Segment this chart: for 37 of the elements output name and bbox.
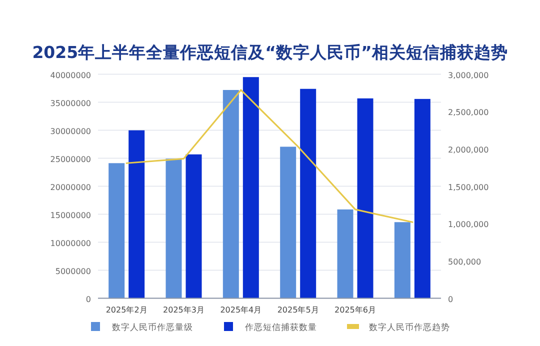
bar xyxy=(222,90,239,298)
bar xyxy=(108,163,125,298)
bar xyxy=(280,146,296,298)
y2-tick-label: 2,500,000 xyxy=(448,108,489,118)
y-tick-label: 10000000 xyxy=(50,238,91,248)
y2-tick-label: 500,000 xyxy=(448,257,482,266)
y-tick-label: 30000000 xyxy=(50,126,91,136)
y2-tick-label: 2,000,000 xyxy=(448,145,489,154)
y-tick-label: 15000000 xyxy=(50,210,91,220)
bar xyxy=(337,209,354,298)
legend-label: 数字人民币作恶量级 xyxy=(112,322,193,333)
legend-label: 数字人民币作恶趋势 xyxy=(369,322,450,333)
x-tick-label: 2025年3月 xyxy=(163,305,204,314)
x-tick-label: 2025年2月 xyxy=(106,305,148,314)
y2-tick-label: 3,000,000 xyxy=(448,70,489,80)
x-tick-label: 2025年4月 xyxy=(220,305,262,314)
bar xyxy=(242,77,259,298)
y-tick-label: 35000000 xyxy=(50,98,91,108)
bar xyxy=(414,98,430,298)
bar xyxy=(166,158,182,298)
y2-tick-label: 0 xyxy=(448,294,454,304)
bar xyxy=(357,98,374,298)
bar xyxy=(300,88,316,298)
x-tick-label: 2025年6月 xyxy=(334,305,376,314)
y-tick-label: 5000000 xyxy=(55,266,91,276)
y-tick-label: 20000000 xyxy=(50,182,91,192)
y2-tick-label: 1,500,000 xyxy=(448,182,489,192)
bar xyxy=(186,154,202,298)
y-tick-label: 0 xyxy=(86,294,91,304)
y2-tick-label: 1,000,000 xyxy=(448,220,489,230)
y-tick-label: 25000000 xyxy=(50,154,91,164)
bar xyxy=(128,130,145,298)
bar xyxy=(394,222,410,298)
legend-label: 作恶短信捕获数量 xyxy=(244,322,317,333)
x-tick-label: 2025年5月 xyxy=(277,305,319,314)
y-tick-label: 40000000 xyxy=(50,70,91,80)
chart-title: 2025年上半年全量作恶短信及“数字人民币”相关短信捕获趋势 xyxy=(32,43,508,62)
